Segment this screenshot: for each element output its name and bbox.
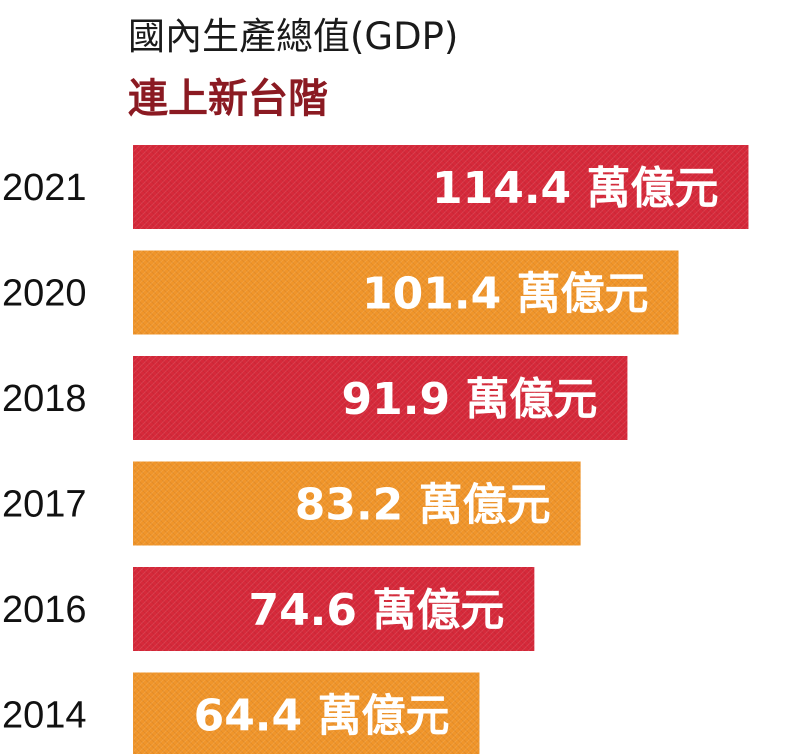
chart-title: 國內生產總值(GDP): [128, 15, 459, 58]
bar-texture: [133, 250, 679, 335]
bar-texture: [133, 461, 581, 546]
bar-texture: [133, 567, 535, 651]
data-label: 114.4 萬億元: [432, 163, 719, 214]
bar-texture: [133, 356, 628, 440]
data-label: 74.6 萬億元: [248, 585, 504, 636]
data-label: 101.4 萬億元: [362, 269, 649, 320]
category-label: 2017: [2, 484, 87, 526]
category-label: 2016: [2, 589, 87, 631]
category-label: 2021: [2, 167, 87, 209]
data-label: 64.4 萬億元: [194, 691, 450, 742]
data-label: 91.9 萬億元: [342, 374, 598, 425]
category-label: 2018: [2, 378, 87, 420]
bar-texture: [133, 145, 749, 229]
chart-subtitle: 連上新台階: [128, 76, 328, 122]
bar-texture: [133, 672, 480, 754]
category-label: 2014: [2, 695, 87, 737]
category-label: 2020: [2, 273, 87, 315]
data-label: 83.2 萬億元: [295, 480, 551, 531]
